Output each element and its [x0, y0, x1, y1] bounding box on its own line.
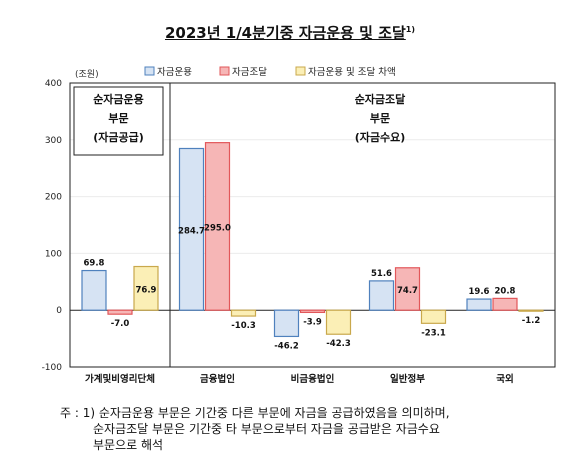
right-annotation-line: 순자금조달 [355, 92, 406, 106]
legend-swatch [219, 66, 230, 76]
legend-label: 자금조달 [232, 66, 267, 78]
legend-swatch [144, 66, 155, 76]
left-annotation-line: 순자금운용 [93, 92, 144, 106]
legend-label: 자금운용 [157, 67, 192, 78]
right-annotation-line: 부문 [370, 112, 390, 125]
title-footnote-mark: 1) [405, 25, 416, 34]
footnote-line-1: 주 : 1) 순자금운용 부문은 기간중 다른 부문에 자금을 공급하였음을 의… [60, 406, 450, 420]
chart-title-text: 2023년 1/4분기중 자금운용 및 조달 [164, 24, 406, 42]
chart-svg: 69.8 -7.0 76.9 284.7 295.0 -10.3 -46.2 -3.9 -42.… [42, 66, 556, 385]
data-label: -1.2 [522, 316, 541, 326]
data-label: 69.8 [84, 259, 105, 269]
bar [394, 267, 421, 311]
data-label: 19.6 [469, 287, 490, 297]
x-axis-categories: 가계및비영리단체 금융법인 비금융법인 일반정부 국외 [85, 373, 514, 385]
right-annotation-line: (자금수요) [355, 130, 406, 144]
plot-border [69, 82, 556, 368]
data-label: -10.3 [231, 321, 256, 331]
y-tick-label: 400 [45, 79, 62, 89]
y-tick-label: 100 [45, 249, 62, 259]
y-tick-label: 300 [45, 136, 62, 146]
data-label: 51.6 [371, 269, 392, 279]
left-annotation-line: 부문 [108, 112, 128, 125]
bar [133, 265, 159, 311]
data-label: 76.9 [136, 285, 157, 295]
footnote-line-2: 순자금조달 부문은 기간중 타 부문으로부터 자금을 공급받은 자금수요 [93, 422, 440, 436]
bar [492, 297, 518, 311]
x-category-label: 국외 [496, 373, 513, 385]
legend-swatch [295, 66, 306, 76]
data-label: 20.8 [495, 286, 516, 296]
bar [518, 309, 544, 312]
left-annotation-line: (자금공급) [93, 130, 144, 144]
bar [107, 309, 133, 315]
data-label: 284.7 [178, 226, 205, 236]
bar [325, 309, 352, 335]
footnote: 주 : 1) 순자금운용 부문은 기간중 다른 부문에 자금을 공급하였음을 의… [60, 405, 570, 453]
x-category-label: 일반정부 [390, 373, 425, 385]
bar [368, 280, 395, 311]
data-label: -42.3 [326, 339, 351, 349]
footnote-line-3: 부문으로 해석 [93, 438, 164, 452]
y-tick-label: 0 [56, 306, 62, 316]
bar [204, 142, 231, 311]
bar [420, 309, 447, 324]
legend: 자금운용 자금조달 자금운용 및 조달 차액 [144, 66, 396, 78]
chart-title: 2023년 1/4분기중 자금운용 및 조달1) [0, 22, 580, 43]
y-tick-label: -100 [42, 363, 63, 373]
x-category-label: 금융법인 [200, 373, 235, 385]
data-label: -23.1 [421, 328, 446, 338]
data-label: 74.7 [397, 286, 418, 296]
bar [230, 309, 257, 317]
y-axis-ticks: 400 300 200 100 0 -100 (조원) [42, 69, 99, 373]
unit-label: (조원) [75, 69, 99, 80]
data-label: -3.9 [303, 317, 322, 327]
x-category-label: 가계및비영리단체 [85, 373, 155, 385]
bar [466, 298, 492, 311]
bar [299, 309, 326, 314]
y-tick-label: 200 [45, 193, 62, 203]
x-category-label: 비금융법인 [291, 373, 335, 385]
data-label: -46.2 [274, 341, 299, 351]
bar [273, 309, 300, 338]
legend-label: 자금운용 및 조달 차액 [308, 66, 396, 78]
bar [178, 147, 205, 311]
bars [81, 142, 544, 338]
left-annotation-frame [73, 86, 164, 156]
data-labels: 69.8 -7.0 76.9 284.7 295.0 -10.3 -46.2 -3.9 -42.… [84, 223, 541, 351]
data-label: -7.0 [111, 319, 130, 329]
bar [81, 269, 107, 311]
data-label: 295.0 [204, 223, 231, 233]
